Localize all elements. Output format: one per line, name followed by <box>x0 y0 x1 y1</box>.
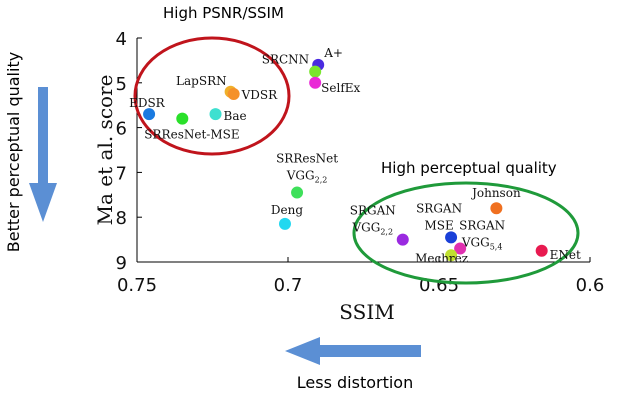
data-point-srcnn <box>309 65 322 78</box>
point-label: SRResNet-MSE <box>144 128 239 142</box>
data-point-mechrez <box>445 249 458 262</box>
high-perceptual-annotation: High perceptual quality <box>381 159 557 177</box>
point-label: Johnson <box>470 186 521 200</box>
point-label: Deng <box>271 203 303 217</box>
data-point-edsr <box>143 108 156 121</box>
data-point-srresnet-vgg-2-2 <box>291 186 304 199</box>
data-point-srresnet-mse <box>176 112 189 125</box>
x-axis-title: SSIM <box>339 300 394 324</box>
point-sublabel: VGG5,4 <box>461 236 503 252</box>
y-axis-title: Ma et al. score <box>93 75 117 226</box>
point-label: SelfEx <box>321 81 360 95</box>
point-sublabel: VGG2,2 <box>351 221 393 237</box>
point-label: A+ <box>323 46 343 60</box>
data-point-deng <box>278 217 291 230</box>
x-tick-label: 0.75 <box>117 275 157 296</box>
point-label: SRResNet <box>276 152 338 166</box>
high-perceptual-ellipse <box>352 181 580 285</box>
less-distortion-annotation: Less distortion <box>297 373 413 392</box>
point-label: SRGAN <box>459 219 505 233</box>
y-tick-label: 6 <box>116 119 127 140</box>
better-perceptual-annotation: Better perceptual quality <box>4 52 23 252</box>
data-point-enet <box>535 244 548 257</box>
point-label: LapSRN <box>176 74 227 88</box>
data-point-johnson <box>490 202 503 215</box>
point-label: SRCNN <box>262 53 309 67</box>
y-tick-label: 9 <box>116 253 127 274</box>
high-psnr-annotation: High PSNR/SSIM <box>163 4 284 22</box>
point-label: Bae <box>224 109 247 123</box>
data-point-srgan-mse <box>445 231 458 244</box>
point-label: SRGAN <box>350 204 396 218</box>
data-point-srgan-vgg-5-4 <box>454 242 467 255</box>
point-label: Mechrez <box>415 251 468 265</box>
x-tick-label: 0.6 <box>576 275 605 296</box>
point-label: SRGAN <box>416 201 462 215</box>
data-point-srgan-vgg-2-2 <box>396 233 409 246</box>
x-tick-label: 0.65 <box>419 275 459 296</box>
point-sublabel: VGG2,2 <box>286 169 328 185</box>
point-label: VDSR <box>241 88 279 102</box>
y-tick-label: 4 <box>116 29 127 50</box>
less-distortion-arrow <box>285 337 421 365</box>
y-tick-label: 8 <box>116 208 127 229</box>
high-psnr-ellipse <box>133 36 291 156</box>
data-point-bae <box>209 108 222 121</box>
better-perceptual-arrow <box>29 87 57 222</box>
y-tick-label: 7 <box>116 163 127 184</box>
point-label: EDSR <box>129 96 166 110</box>
data-point-vdsr <box>227 88 240 100</box>
point-sublabel: MSE <box>424 218 453 232</box>
x-tick-label: 0.7 <box>274 275 303 296</box>
data-point-selfex <box>309 76 322 89</box>
point-label: ENet <box>550 248 581 262</box>
y-tick-label: 5 <box>116 74 127 95</box>
